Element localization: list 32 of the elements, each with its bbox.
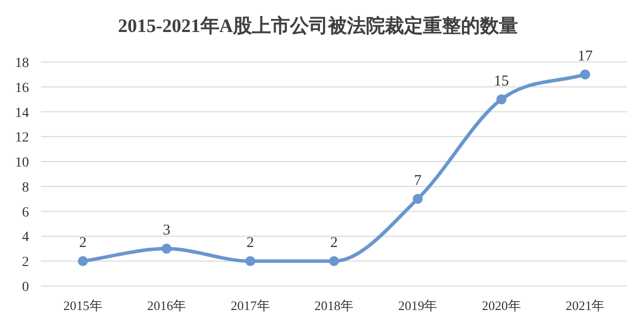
y-tick-label: 18 — [15, 56, 29, 71]
x-tick-label: 2020年 — [482, 298, 521, 313]
x-tick-label: 2018年 — [314, 298, 354, 313]
y-tick-label: 10 — [15, 156, 29, 171]
y-tick-label: 6 — [22, 205, 29, 220]
y-tick-label: 14 — [15, 106, 29, 121]
x-tick-label: 2019年 — [398, 298, 438, 313]
chart-title: 2015-2021年A股上市公司被法院裁定重整的数量 — [118, 15, 518, 37]
point — [329, 256, 339, 266]
data-label: 2 — [79, 235, 87, 252]
y-tick-label: 0 — [22, 280, 29, 295]
x-tick-label: 2021年 — [566, 298, 605, 313]
data-label: 3 — [162, 222, 170, 239]
data-label: 7 — [414, 172, 422, 189]
point — [496, 94, 506, 104]
point — [412, 194, 423, 204]
y-tick-label: 2 — [22, 255, 29, 270]
x-tick-label: 2016年 — [147, 298, 186, 313]
x-tick-label: 2017年 — [230, 298, 270, 313]
data-label: 2 — [246, 235, 254, 252]
data-label: 17 — [578, 48, 594, 64]
point — [162, 244, 172, 254]
point — [78, 256, 88, 266]
y-tick-label: 12 — [15, 130, 29, 146]
y-tick-label: 16 — [15, 80, 29, 96]
data-label: 15 — [494, 73, 509, 90]
x-tick-label: 2015年 — [63, 298, 102, 313]
point — [245, 256, 256, 266]
y-tick-label: 4 — [22, 230, 29, 246]
point — [580, 69, 590, 80]
y-tick-label: 8 — [22, 180, 29, 196]
data-label: 2 — [330, 235, 338, 252]
